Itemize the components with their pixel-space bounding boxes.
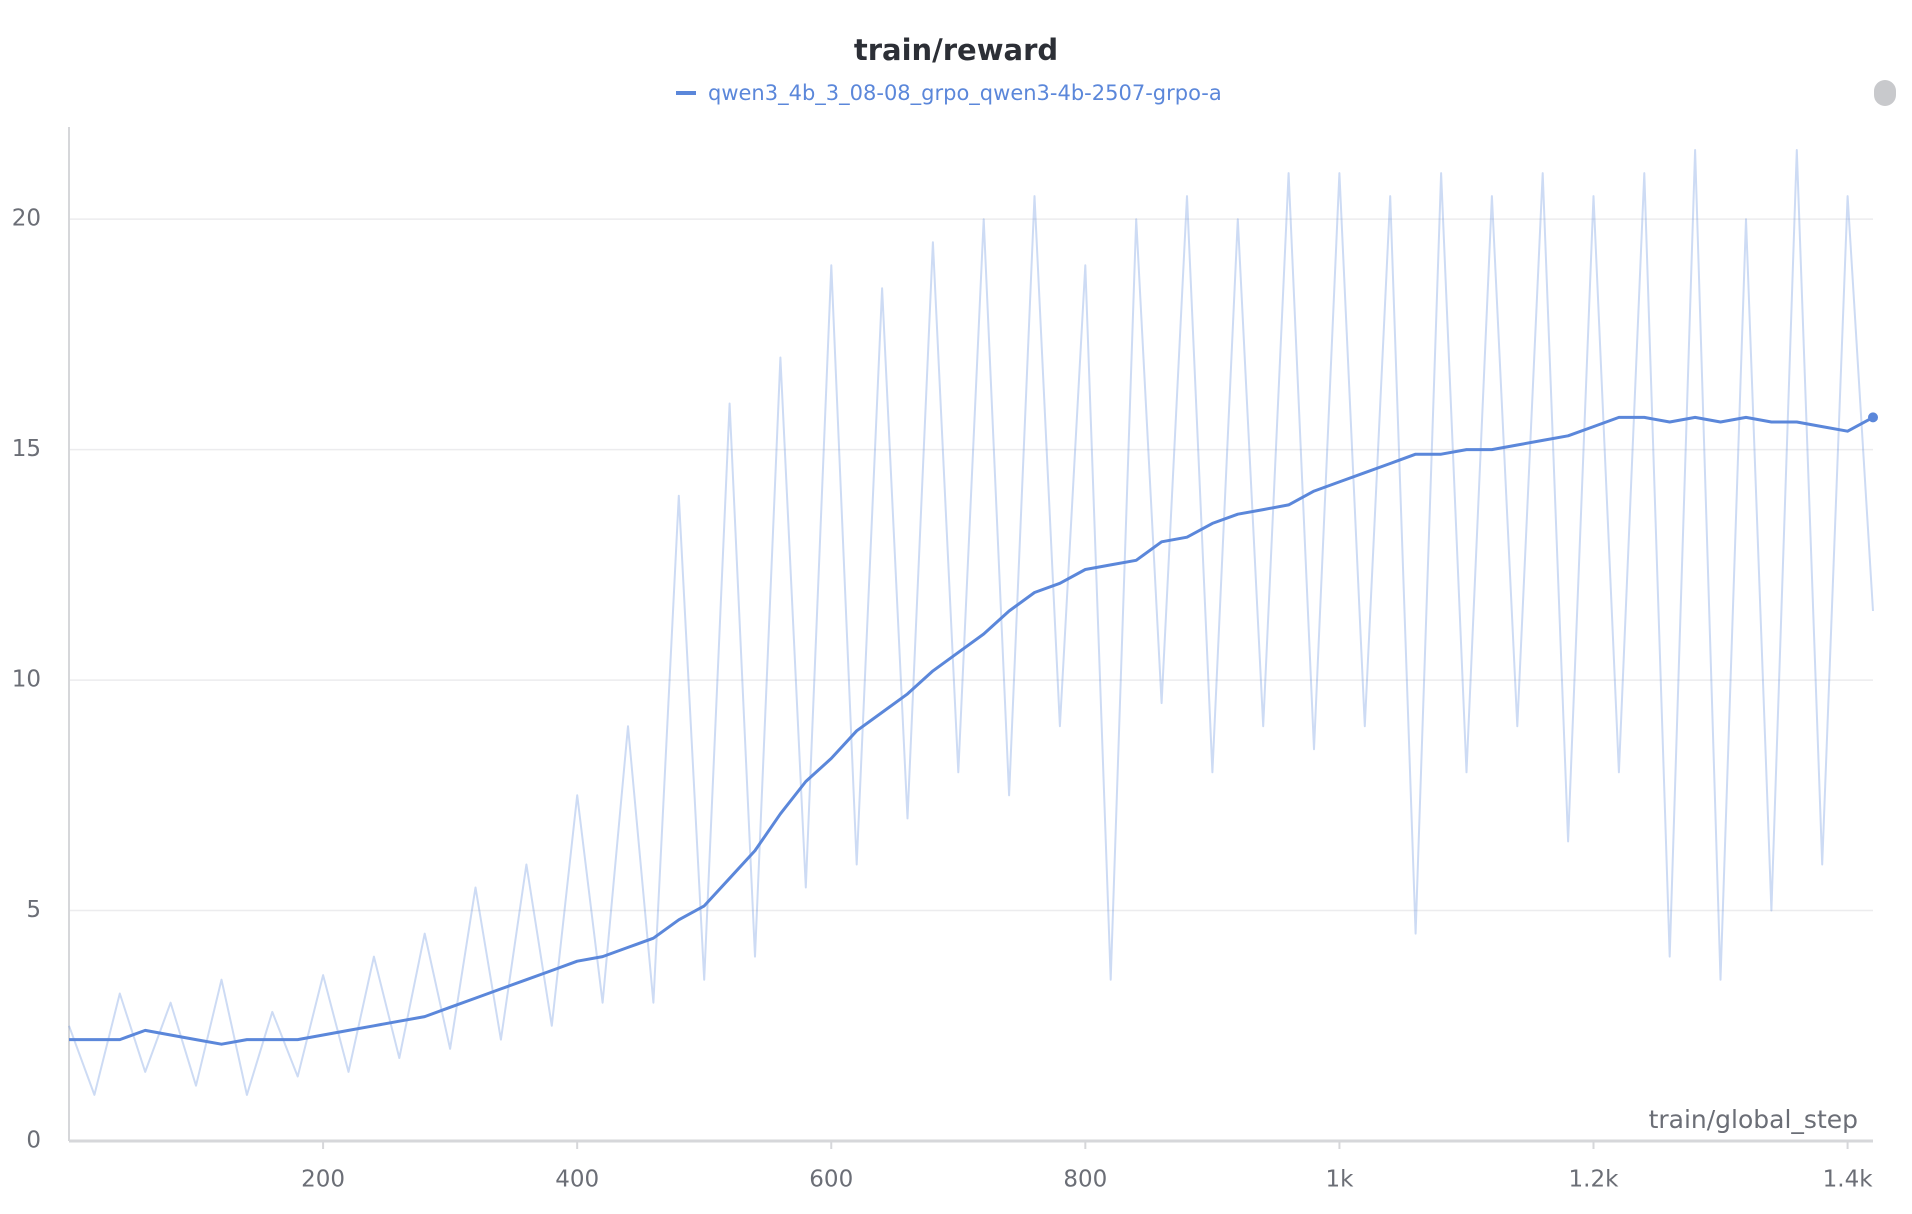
- scroll-handle[interactable]: [1874, 80, 1896, 106]
- x-tick-label: 1.2k: [1569, 1167, 1620, 1193]
- y-tick-label: 10: [12, 667, 41, 693]
- x-axis-label: train/global_step: [1649, 1105, 1858, 1134]
- y-tick-label: 20: [12, 206, 41, 232]
- x-tick-label: 1k: [1325, 1167, 1354, 1193]
- y-tick-label: 0: [26, 1128, 41, 1154]
- legend-label: qwen3_4b_3_08-08_grpo_qwen3-4b-2507-grpo…: [708, 81, 1222, 106]
- y-tick-label: 5: [26, 897, 41, 923]
- series-line: [69, 415, 1874, 1046]
- last-point: [1868, 412, 1878, 423]
- x-tick-label: 600: [809, 1167, 853, 1193]
- chart-title: train/reward: [854, 33, 1058, 67]
- y-tick-label: 15: [12, 436, 41, 462]
- series-line: [68, 149, 1874, 1096]
- x-tick-label: 1.4k: [1823, 1167, 1874, 1193]
- x-tick-label: 800: [1063, 1167, 1107, 1193]
- x-tick-label: 200: [301, 1167, 345, 1193]
- x-tick-label: 400: [555, 1167, 599, 1193]
